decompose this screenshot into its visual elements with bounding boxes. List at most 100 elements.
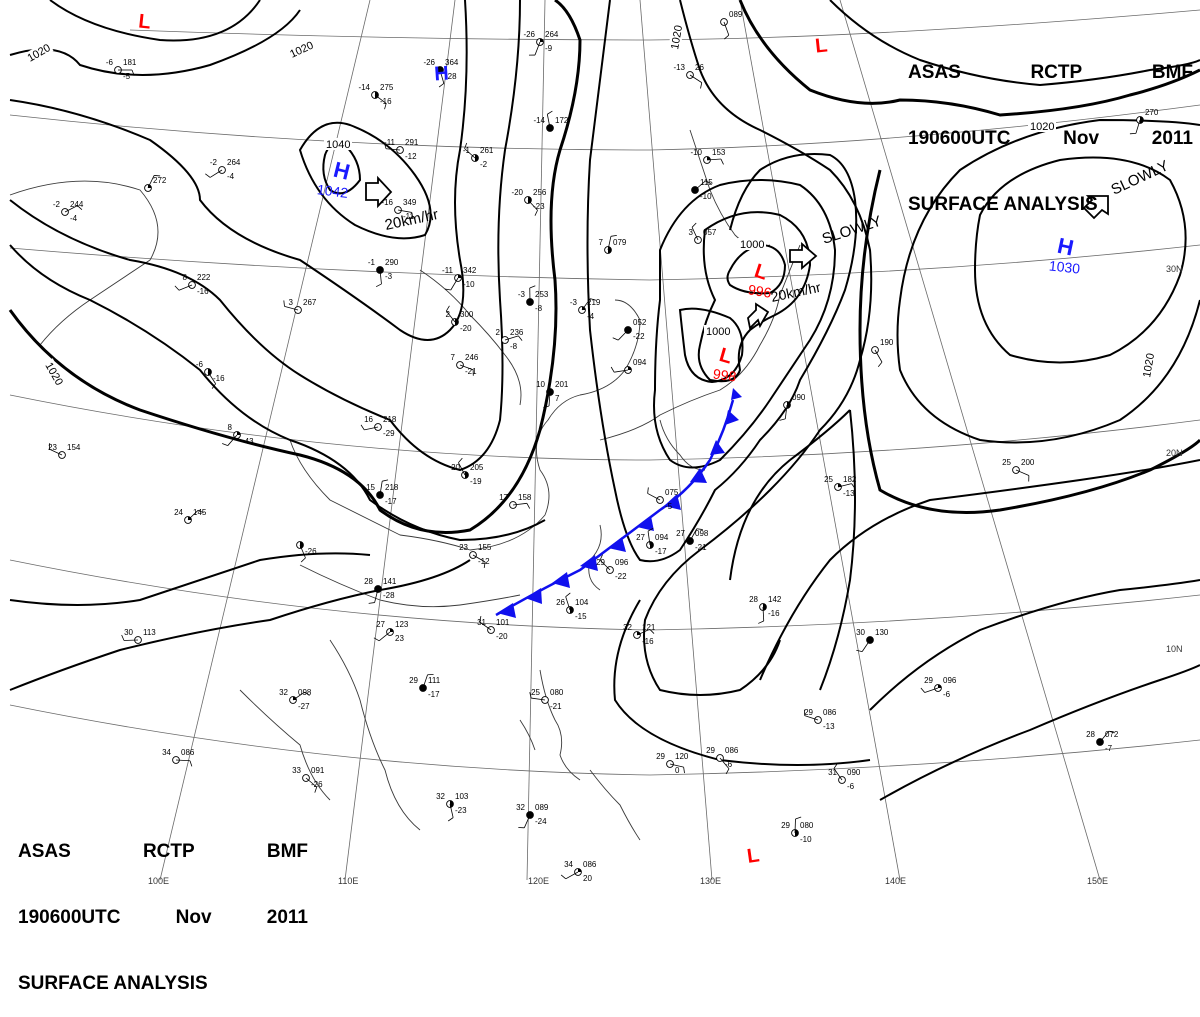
station-dewpoint: -5 xyxy=(665,502,673,511)
station-pressure: 111 xyxy=(428,676,441,685)
longitude-label: 130E xyxy=(700,876,721,886)
station-dewpoint: -23 xyxy=(533,202,545,211)
station-temperature: 30 xyxy=(124,628,133,637)
station-pressure: 218 xyxy=(385,483,399,492)
header-agency: ASAS xyxy=(908,62,961,84)
station-pressure: 090 xyxy=(792,393,806,402)
station-pressure: 098 xyxy=(695,529,709,538)
center-pressure-value: 998 xyxy=(712,366,738,385)
isobar-label: 1040 xyxy=(326,139,350,151)
station-dewpoint: -16 xyxy=(380,97,392,106)
station-pressure: 096 xyxy=(943,676,957,685)
station-pressure: 155 xyxy=(478,543,492,552)
station-temperature: 29 xyxy=(706,746,715,755)
station-pressure: 158 xyxy=(518,493,532,502)
header-line-2: 190600UTC Nov 2011 xyxy=(908,128,1193,150)
latitude-label: 30N xyxy=(1166,264,1183,274)
station-dewpoint: -17 xyxy=(655,547,667,556)
station-pressure: 201 xyxy=(555,380,569,389)
station-temperature: 29 xyxy=(596,558,605,567)
station-pressure: 052 xyxy=(633,318,647,327)
station-pressure: 222 xyxy=(197,273,211,282)
station-pressure: 256 xyxy=(533,188,547,197)
station-pressure: 264 xyxy=(227,158,241,167)
station-temperature: 15 xyxy=(366,483,375,492)
station-temperature: -2 xyxy=(210,158,218,167)
station-temperature: -3 xyxy=(570,298,578,307)
longitude-label: 110E xyxy=(338,876,358,886)
station-temperature: 23 xyxy=(459,543,468,552)
station-dewpoint: -26 xyxy=(305,547,317,556)
station-dewpoint: 23 xyxy=(395,634,404,643)
station-temperature: 20 xyxy=(451,463,460,472)
station-pressure: 090 xyxy=(847,768,861,777)
station-temperature: 7 xyxy=(599,238,604,247)
station-dewpoint: -22 xyxy=(615,572,627,581)
station-temperature: -1 xyxy=(368,258,376,267)
station-pressure: 123 xyxy=(395,620,409,629)
header-month: Nov xyxy=(1063,128,1099,150)
header-station: RCTP xyxy=(1030,62,1082,84)
station-pressure: 057 xyxy=(703,228,717,237)
station-dewpoint: -10 xyxy=(700,192,712,201)
station-pressure: 190 xyxy=(880,338,894,347)
station-pressure: 089 xyxy=(729,10,743,19)
station-pressure: 275 xyxy=(380,83,394,92)
station-temperature: 8 xyxy=(183,273,188,282)
station-temperature: 3 xyxy=(289,298,294,307)
station-pressure: 120 xyxy=(675,752,689,761)
station-temperature: 27 xyxy=(676,529,685,538)
station-temperature: 27 xyxy=(376,620,385,629)
header-code: BMF xyxy=(1152,62,1193,84)
station-pressure: 291 xyxy=(405,138,419,147)
station-dewpoint: -10 xyxy=(800,835,812,844)
station-pressure: 086 xyxy=(181,748,195,757)
station-temperature: 29 xyxy=(804,708,813,717)
station-temperature: -26 xyxy=(523,30,535,39)
station-pressure: 089 xyxy=(535,803,549,812)
longitude-label: 150E xyxy=(1087,876,1108,886)
station-dewpoint: -15 xyxy=(575,612,587,621)
station-temperature: 2 xyxy=(496,328,501,337)
center-pressure-value: 1030 xyxy=(1048,257,1081,276)
station-temperature: 33 xyxy=(292,766,301,775)
station-temperature: 23 xyxy=(48,443,57,452)
station-dewpoint: -20 xyxy=(460,324,472,333)
station-dewpoint: -17 xyxy=(428,690,440,699)
station-pressure: 349 xyxy=(403,198,417,207)
station-dewpoint: -4 xyxy=(70,214,78,223)
header-line-1: ASAS RCTP BMF xyxy=(908,62,1193,84)
station-dewpoint: -23 xyxy=(455,806,467,815)
station-pressure: 142 xyxy=(768,595,782,604)
station-dewpoint: -8 xyxy=(510,342,518,351)
station-pressure: 075 xyxy=(665,488,679,497)
station-dewpoint: -22 xyxy=(633,332,645,341)
station-temperature: 32 xyxy=(279,688,288,697)
station-pressure: 267 xyxy=(303,298,317,307)
station-pressure: 098 xyxy=(298,688,312,697)
station-temperature: -6 xyxy=(196,360,204,369)
station-pressure: 153 xyxy=(712,148,726,157)
station-temperature: 2 xyxy=(446,310,451,319)
station-dewpoint: -21 xyxy=(550,702,562,711)
latitude-label: 10N xyxy=(1166,644,1183,654)
station-pressure: 236 xyxy=(510,328,524,337)
station-pressure: 104 xyxy=(575,598,589,607)
station-pressure: 253 xyxy=(535,290,549,299)
station-temperature: 17 xyxy=(499,493,508,502)
station-pressure: 261 xyxy=(480,146,494,155)
station-temperature: 3 xyxy=(689,228,694,237)
station-temperature: -14 xyxy=(533,116,545,125)
station-pressure: 172 xyxy=(555,116,569,125)
station-pressure: 094 xyxy=(633,358,647,367)
station-dewpoint: -13 xyxy=(843,489,855,498)
station-dewpoint: -21 xyxy=(465,367,477,376)
station-temperature: -1 xyxy=(463,146,471,155)
station-pressure: 072 xyxy=(1105,730,1119,739)
station-temperature: -20 xyxy=(511,188,523,197)
station-pressure: 086 xyxy=(823,708,837,717)
station-dewpoint: -6 xyxy=(725,760,733,769)
station-pressure: 182 xyxy=(843,475,857,484)
station-pressure: 181 xyxy=(123,58,137,67)
station-pressure: 080 xyxy=(550,688,564,697)
